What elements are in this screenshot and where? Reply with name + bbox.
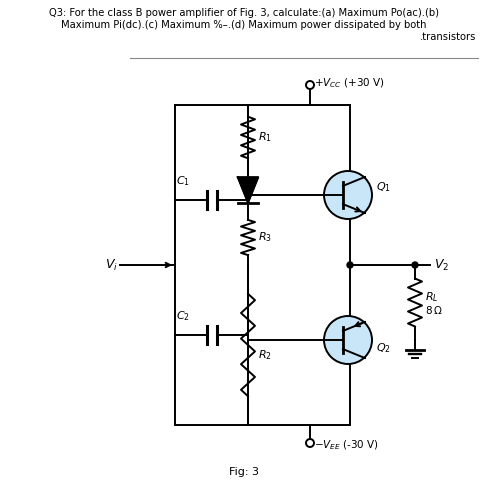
Text: Q3: For the class B power amplifier of Fig. 3, calculate:(a) Maximum Po(ac).(b): Q3: For the class B power amplifier of F… bbox=[49, 8, 439, 18]
Circle shape bbox=[324, 171, 372, 219]
Text: $-V_{EE}$ (-30 V): $-V_{EE}$ (-30 V) bbox=[314, 438, 379, 452]
Text: $R_2$: $R_2$ bbox=[258, 348, 272, 362]
Text: $+V_{CC}$ (+30 V): $+V_{CC}$ (+30 V) bbox=[314, 76, 385, 90]
Text: $C_1$: $C_1$ bbox=[176, 174, 190, 188]
Circle shape bbox=[306, 439, 314, 447]
Text: Fig: 3: Fig: 3 bbox=[229, 467, 259, 477]
Circle shape bbox=[324, 316, 372, 364]
Circle shape bbox=[412, 262, 418, 268]
Text: $R_1$: $R_1$ bbox=[258, 130, 272, 144]
Text: $8\,\Omega$: $8\,\Omega$ bbox=[425, 304, 443, 316]
Circle shape bbox=[306, 81, 314, 89]
Circle shape bbox=[347, 262, 353, 268]
Text: $C_2$: $C_2$ bbox=[176, 309, 190, 323]
Text: $V_2$: $V_2$ bbox=[434, 258, 449, 272]
Polygon shape bbox=[238, 177, 258, 203]
Text: $Q_1$: $Q_1$ bbox=[376, 180, 391, 194]
Text: Maximum Pi(dc).(c) Maximum %–.(d) Maximum power dissipated by both: Maximum Pi(dc).(c) Maximum %–.(d) Maximu… bbox=[61, 20, 427, 30]
Text: .transistors: .transistors bbox=[420, 32, 476, 42]
Text: $R_L$: $R_L$ bbox=[425, 290, 439, 304]
Text: $V_i$: $V_i$ bbox=[105, 258, 118, 272]
Text: $Q_2$: $Q_2$ bbox=[376, 341, 391, 355]
Text: $R_3$: $R_3$ bbox=[258, 230, 272, 244]
